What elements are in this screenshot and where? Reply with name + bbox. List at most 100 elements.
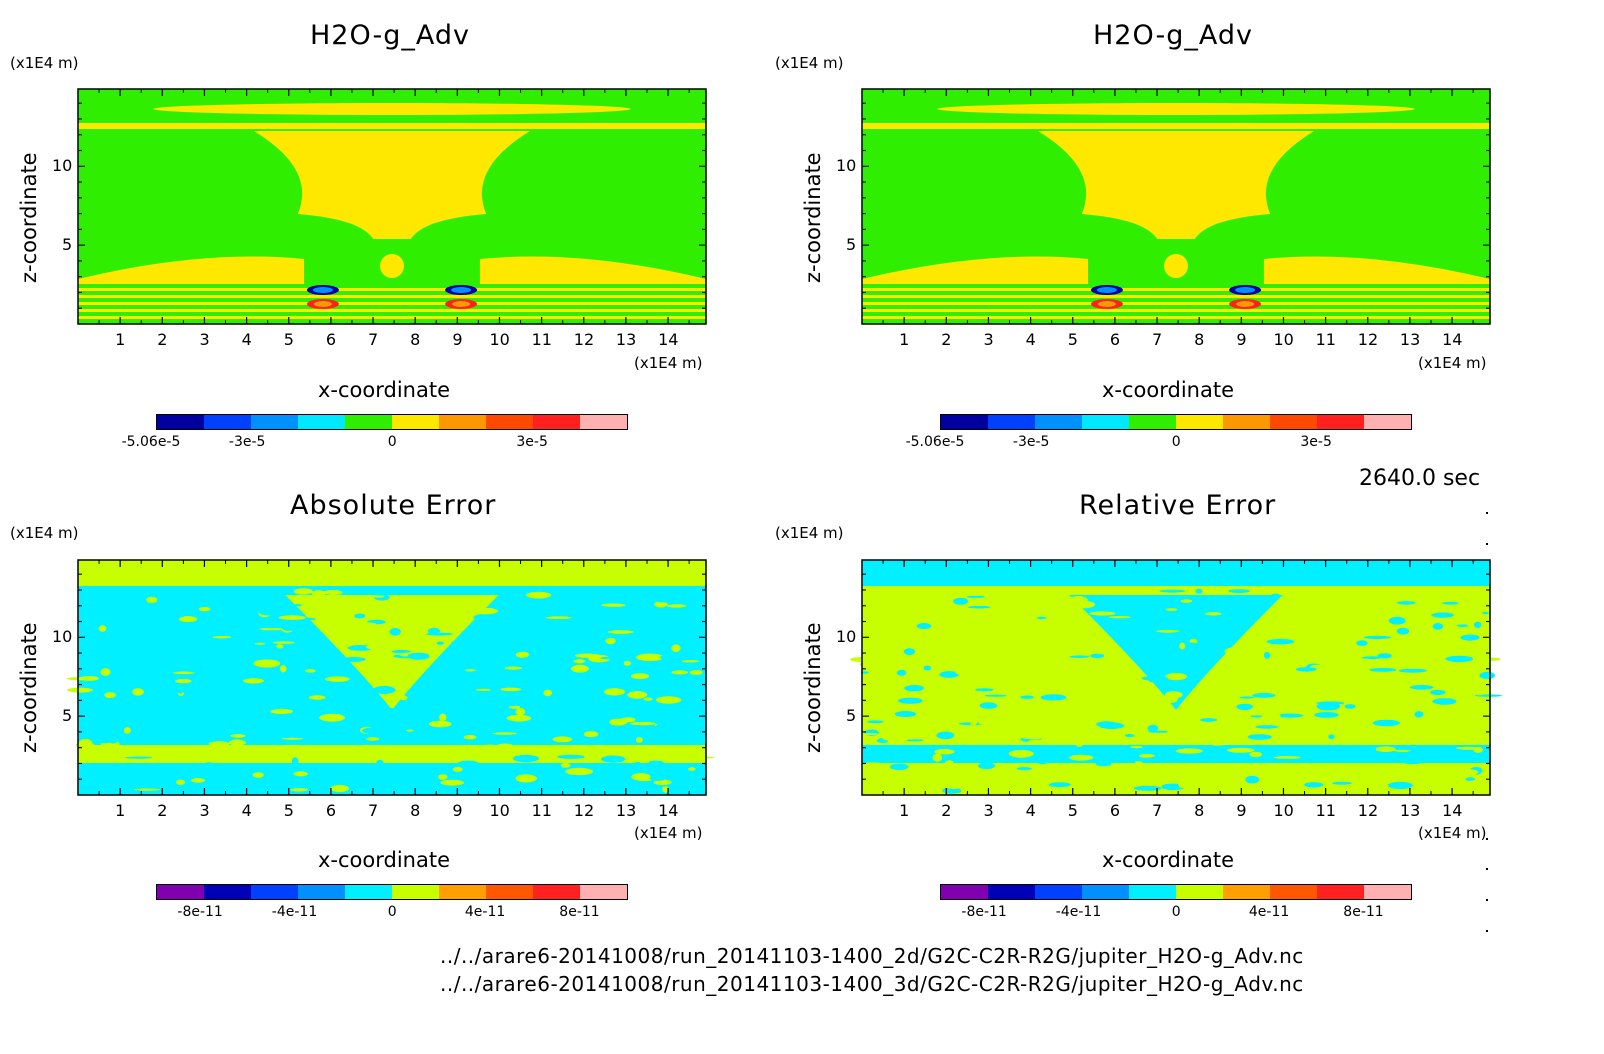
contour-cell [356, 622, 376, 626]
x-tick-label: 3 [199, 330, 210, 349]
contour-cell [438, 774, 448, 780]
contour-cell [1240, 664, 1252, 667]
plot-frame [861, 559, 1491, 796]
x-tick-label: 8 [1194, 801, 1205, 820]
contour-cell [1095, 761, 1112, 767]
contour-cell [451, 640, 479, 644]
contour-vortex [312, 287, 333, 293]
contour-cell [1048, 782, 1071, 788]
contour-cell [667, 629, 688, 637]
colorbar-swatch [580, 885, 627, 899]
contour-cell [1163, 695, 1178, 703]
contour-cell [258, 593, 270, 599]
contour-cell [923, 654, 931, 658]
contour-cell [337, 594, 344, 600]
x-tick-label: 14 [658, 801, 679, 820]
contour-cell [954, 666, 965, 675]
contour-cell [608, 677, 622, 682]
contour-cell [1156, 733, 1178, 741]
contour-band [78, 288, 706, 291]
colorbar-tick-label: 4e-11 [464, 904, 506, 920]
contour-cell [689, 670, 703, 675]
contour-cell [896, 669, 907, 676]
contour-cell [1027, 739, 1050, 745]
contour-band [862, 288, 1490, 291]
contour-vortex [1097, 301, 1116, 307]
contour-cell [476, 688, 491, 692]
contour-cell [158, 732, 168, 738]
contour-cell [222, 693, 232, 698]
x-tick-label: 3 [983, 330, 994, 349]
contour-cell [176, 779, 186, 785]
contour-cell [425, 632, 453, 636]
x-tick-label: 1 [115, 801, 126, 820]
contour-cell [1128, 706, 1151, 710]
contour-cell [196, 653, 206, 662]
contour-cell [904, 685, 924, 692]
contour-cell [1147, 709, 1162, 717]
contour-cell [1422, 600, 1430, 604]
contour-cell [253, 659, 281, 668]
contour-cell [260, 693, 282, 700]
contour-cell [125, 776, 145, 785]
contour-cell [643, 697, 653, 701]
contour-cell [647, 778, 665, 781]
colorbar-tick-label: -8e-11 [961, 904, 1007, 920]
contour-cell [342, 656, 366, 662]
contour-cell [1037, 616, 1047, 620]
colorbar-tick-label: -4e-11 [271, 904, 318, 920]
x-tick-label: 4 [241, 801, 252, 820]
contour-cell [601, 603, 626, 607]
colorbar-swatch [345, 885, 392, 899]
contour-cell [601, 755, 626, 763]
x-tick-label: 5 [283, 801, 294, 820]
x-tick-label: 6 [1109, 330, 1121, 349]
x-tick-label: 3 [199, 801, 210, 820]
contour-cell [984, 694, 1007, 697]
contour-cell [1175, 748, 1203, 754]
contour-cell [1387, 781, 1413, 790]
contour-cell [989, 654, 1017, 662]
contour-cell [308, 707, 322, 714]
contour-cell [1040, 596, 1052, 603]
contour-cell [453, 600, 471, 603]
contour-cell [291, 757, 299, 765]
contour-cell [1089, 611, 1116, 616]
colorbar-tick-label: -8e-11 [177, 904, 223, 920]
contour-cell [1020, 695, 1035, 699]
contour-cell [567, 713, 588, 719]
contour-cell [308, 783, 320, 786]
contour-cell [936, 731, 955, 740]
x-tick-label: 6 [1109, 801, 1121, 820]
contour-cell [1431, 612, 1454, 618]
contour-cell [527, 666, 543, 672]
contour-cell [328, 767, 336, 772]
contour-cell [902, 735, 910, 740]
contour-cell [108, 735, 118, 744]
x-tick-label: 1 [899, 330, 910, 349]
file-path-2d: ../../arare6-20141008/run_20141103-1400_… [440, 944, 1304, 968]
contour-cell [1178, 781, 1188, 789]
contour-cell [1273, 756, 1301, 759]
contour-cell [691, 640, 700, 646]
contour-cell [1090, 653, 1105, 659]
contour-cell [212, 636, 232, 639]
contour-cell [1069, 655, 1090, 658]
x-tick-label: 10 [1273, 801, 1294, 820]
contour-band [862, 256, 1089, 284]
contour-cell [609, 781, 621, 789]
contour-band [78, 302, 706, 305]
x-tick-label: 6 [325, 330, 337, 349]
contour-cell [1306, 787, 1323, 791]
contour-cell [366, 737, 380, 741]
contour-cell [1338, 660, 1359, 668]
z-unit-label: (x1E4 m) [775, 524, 844, 542]
contour-cell [1139, 753, 1155, 758]
x-tick-label: 4 [1025, 330, 1036, 349]
colorbar-swatch [988, 415, 1035, 429]
contour-cell [132, 730, 148, 733]
colorbar-swatch [1223, 415, 1270, 429]
contour-cell [1134, 761, 1143, 764]
contour-cell [1200, 718, 1218, 722]
contour-cell [1224, 609, 1252, 617]
